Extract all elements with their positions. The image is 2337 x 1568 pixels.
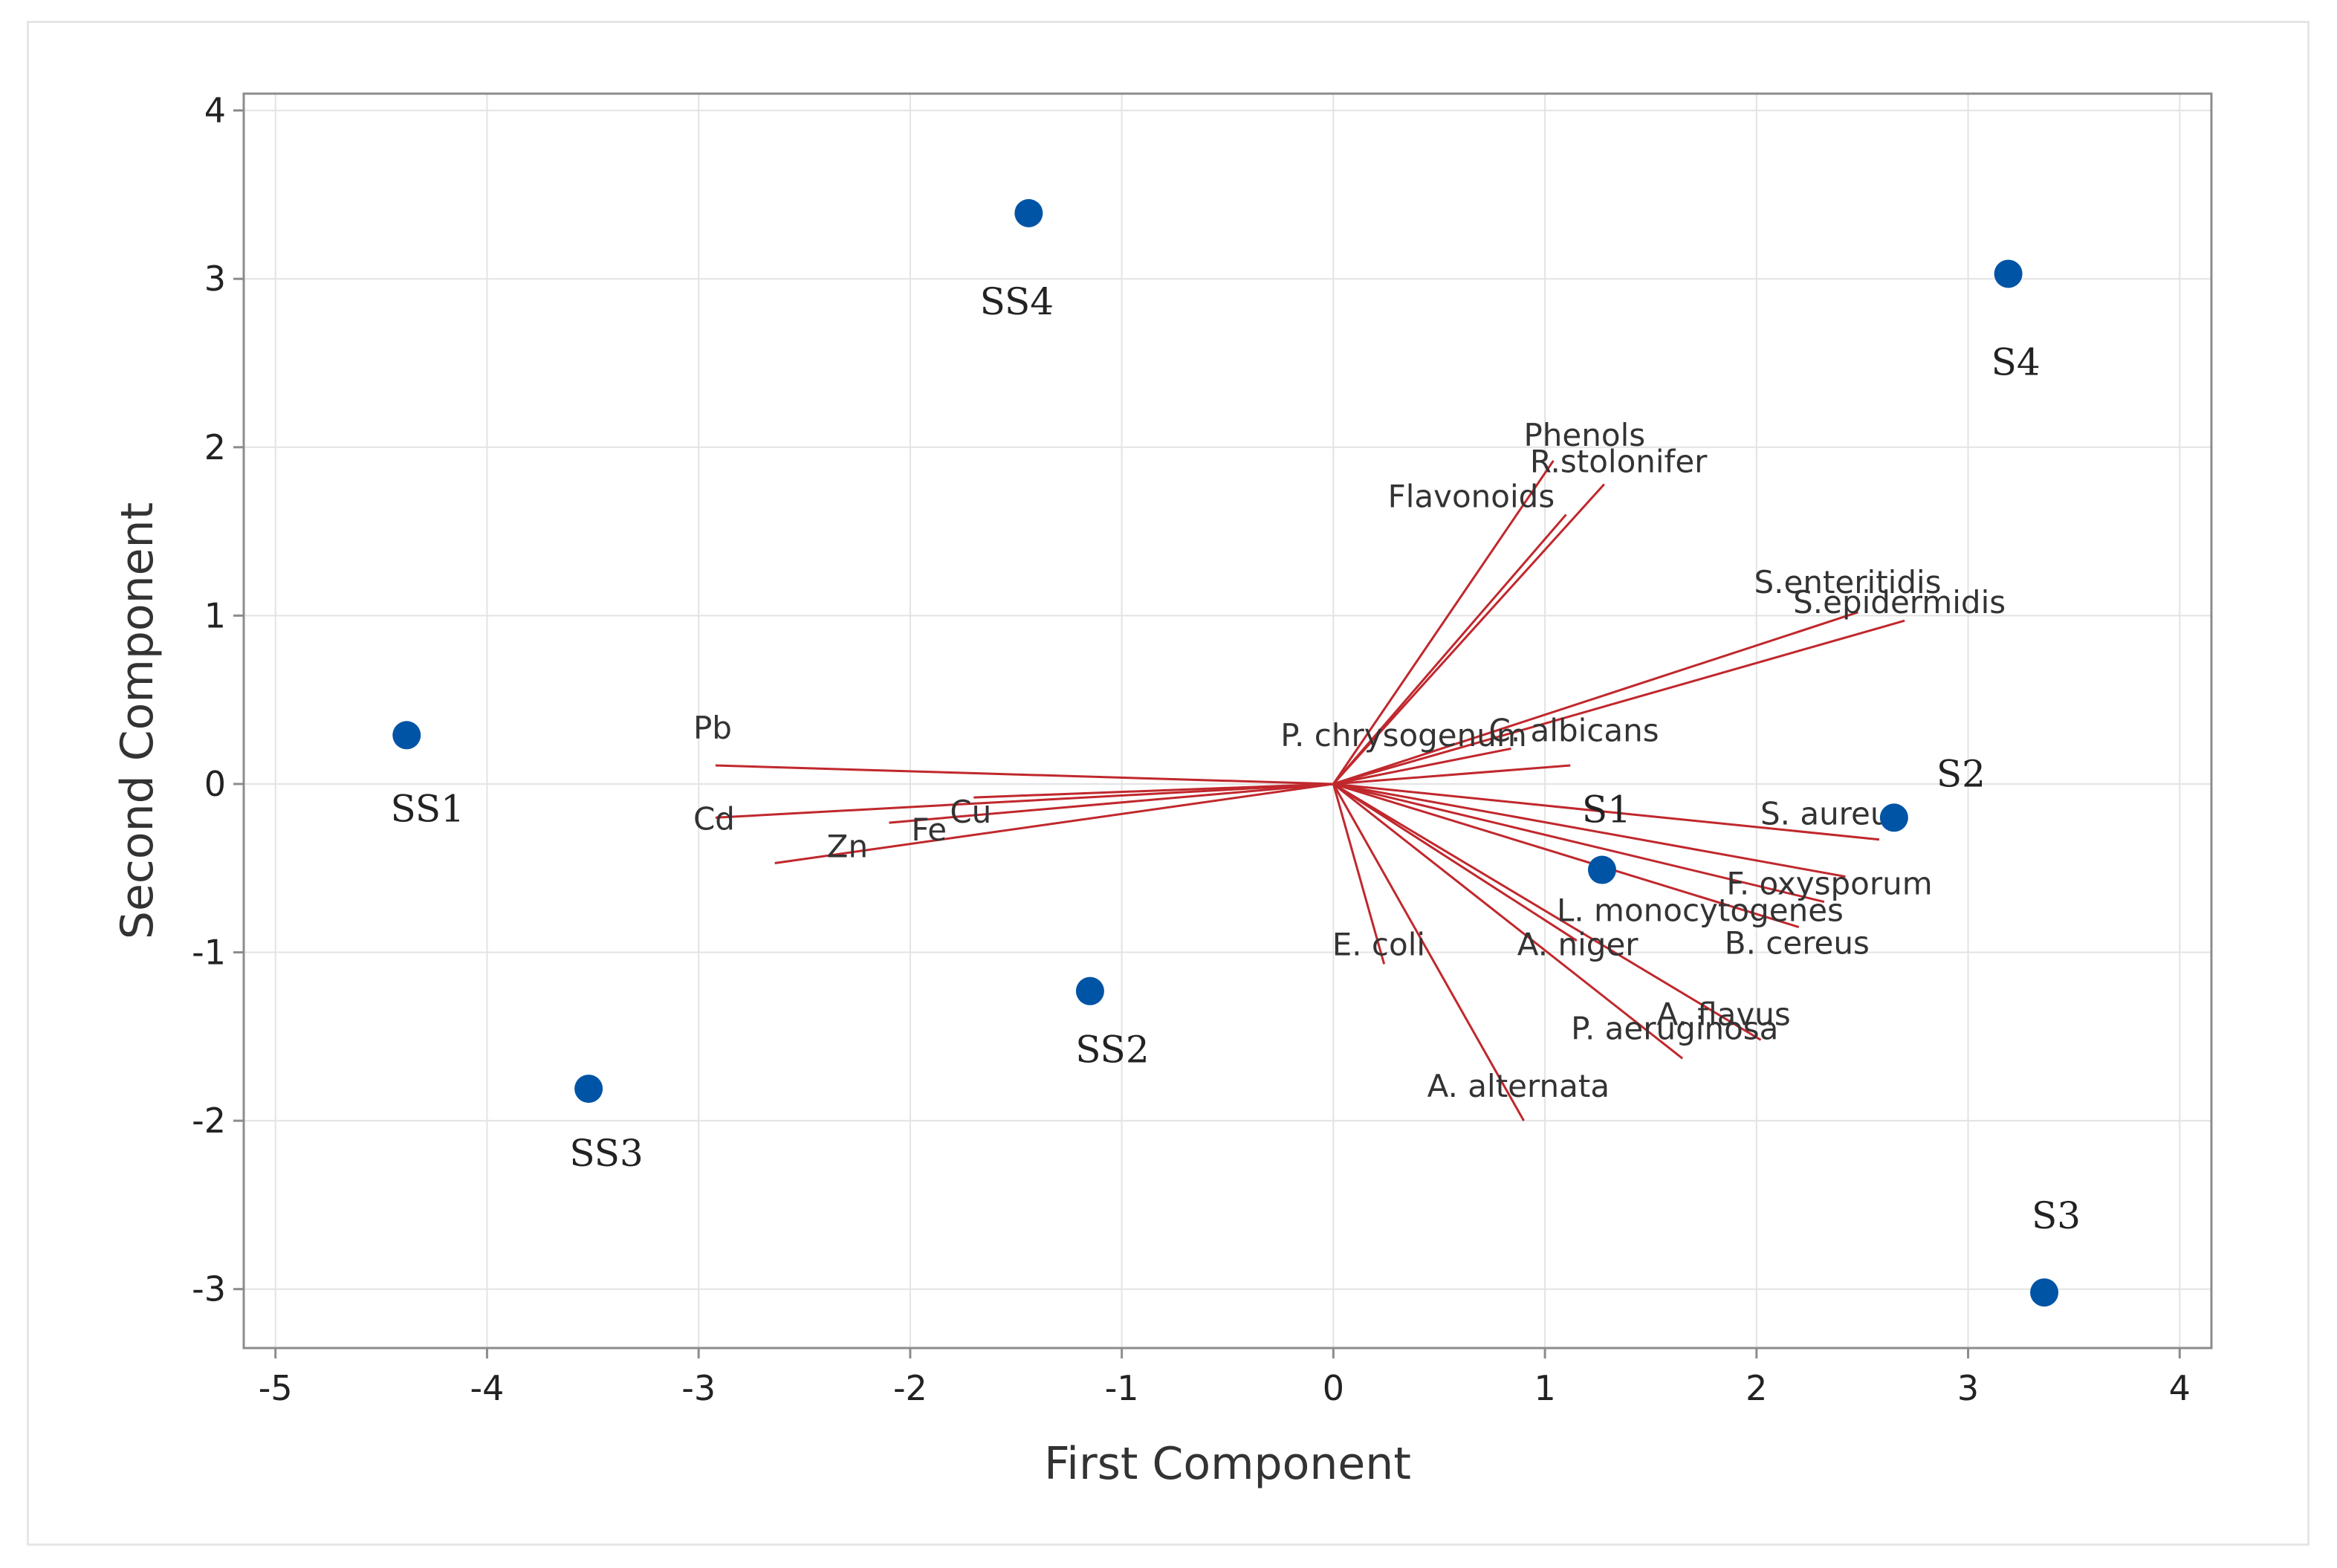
grid bbox=[244, 94, 2211, 1348]
x-tick-label: -3 bbox=[681, 1368, 716, 1408]
loading-vector bbox=[1332, 783, 1684, 1060]
loading-label: S.enteritidis bbox=[1754, 564, 1941, 600]
loading-label: L. monocytogenes bbox=[1557, 892, 1844, 929]
loading-vectors bbox=[715, 460, 1905, 1121]
loading-vector bbox=[973, 783, 1334, 799]
loading-label: Pb bbox=[693, 710, 732, 746]
x-axis-title: First Component bbox=[1044, 1438, 1411, 1490]
score-label: SS4 bbox=[980, 280, 1054, 323]
loading-label: P. chrysogenum bbox=[1280, 717, 1527, 754]
x-tick-label: -5 bbox=[259, 1368, 293, 1408]
plot-area-border bbox=[242, 92, 2213, 1350]
x-tick-label: 2 bbox=[1746, 1368, 1767, 1408]
loading-vector bbox=[1332, 460, 1555, 785]
score-point bbox=[574, 1075, 603, 1104]
y-tick-label: 4 bbox=[204, 91, 226, 131]
loading-vector bbox=[1332, 611, 1858, 785]
y-tick-label: 1 bbox=[204, 595, 226, 635]
loading-label: Zn bbox=[827, 828, 868, 864]
loading-label: Cu bbox=[950, 794, 991, 830]
loading-label: R.stolonifer bbox=[1530, 444, 1708, 480]
loading-vector bbox=[1332, 783, 1578, 942]
score-point bbox=[1879, 803, 1908, 832]
loading-vector bbox=[1333, 764, 1571, 785]
loading-label: C. albicans bbox=[1489, 712, 1659, 748]
score-point bbox=[2030, 1278, 2059, 1307]
loading-vector bbox=[889, 783, 1334, 824]
x-tick-label: -4 bbox=[470, 1368, 505, 1408]
x-tick-label: -2 bbox=[893, 1368, 927, 1408]
loading-vector bbox=[1332, 483, 1605, 785]
loading-vector bbox=[1333, 783, 1846, 878]
score-point bbox=[1014, 198, 1043, 227]
loading-vector bbox=[1332, 783, 1386, 965]
y-axis-title: Second Component bbox=[111, 502, 163, 939]
figure-frame bbox=[27, 21, 2310, 1546]
loading-label: A. niger bbox=[1517, 927, 1639, 963]
x-tick-label: 4 bbox=[2169, 1368, 2191, 1408]
x-tick-label: 3 bbox=[1957, 1368, 1979, 1408]
score-label: S2 bbox=[1936, 752, 1986, 795]
score-label: SS1 bbox=[391, 787, 464, 830]
loading-vector bbox=[1332, 619, 1905, 785]
score-point bbox=[392, 721, 421, 750]
y-tick-label: -2 bbox=[192, 1101, 226, 1141]
x-tick-label: -1 bbox=[1105, 1368, 1139, 1408]
loading-label: Fe bbox=[911, 811, 947, 848]
loading-vector bbox=[1332, 783, 1525, 1121]
loading-vector bbox=[1333, 783, 1880, 841]
x-tick-label: 0 bbox=[1323, 1368, 1344, 1408]
loading-label: B. cereus bbox=[1725, 925, 1870, 962]
y-tick-label: 0 bbox=[204, 764, 226, 804]
loading-label: A. alternata bbox=[1427, 1068, 1610, 1104]
loading-label: F. oxysporum bbox=[1726, 866, 1932, 902]
loading-label: A. flavus bbox=[1657, 996, 1791, 1032]
score-point bbox=[1587, 855, 1616, 884]
loading-vector bbox=[774, 783, 1334, 864]
score-label: SS2 bbox=[1075, 1028, 1149, 1072]
score-label: S3 bbox=[2032, 1194, 2081, 1237]
x-tick-label: 1 bbox=[1534, 1368, 1555, 1408]
score-labels: SS1 SS4 SS3 SS2 S1 S2 S4 S3 bbox=[391, 280, 2081, 1237]
loading-label: P. aeruginosa bbox=[1571, 1010, 1778, 1046]
y-tick-label: -3 bbox=[192, 1269, 226, 1309]
y-tick-label: 2 bbox=[204, 427, 226, 467]
loading-label: Cd bbox=[693, 800, 735, 837]
loading-label: Phenols bbox=[1523, 417, 1645, 453]
loading-label: Flavonoids bbox=[1388, 478, 1555, 514]
score-label: S1 bbox=[1582, 788, 1631, 832]
loading-vector bbox=[1333, 747, 1511, 785]
score-points bbox=[392, 198, 2059, 1307]
score-label: S4 bbox=[1991, 340, 2041, 383]
axis-ticks: -5 -4 -3 -2 -1 0 1 2 3 4 -3 -2 -1 0 1 2 3 4 bbox=[192, 91, 2191, 1408]
score-label: SS3 bbox=[569, 1132, 643, 1175]
loading-vector bbox=[1333, 783, 1825, 904]
score-point bbox=[1994, 259, 2023, 288]
y-tick-label: -1 bbox=[192, 933, 226, 973]
loading-vector bbox=[1332, 783, 1800, 928]
score-point bbox=[1075, 976, 1104, 1005]
loading-vector bbox=[1332, 783, 1762, 1041]
loading-vector bbox=[715, 764, 1334, 785]
loading-vector bbox=[1332, 514, 1567, 785]
loading-label: E. coli bbox=[1332, 926, 1425, 962]
loading-vector bbox=[715, 783, 1334, 819]
loading-label: S.epidermidis bbox=[1793, 584, 2006, 621]
y-tick-label: 3 bbox=[204, 259, 226, 299]
